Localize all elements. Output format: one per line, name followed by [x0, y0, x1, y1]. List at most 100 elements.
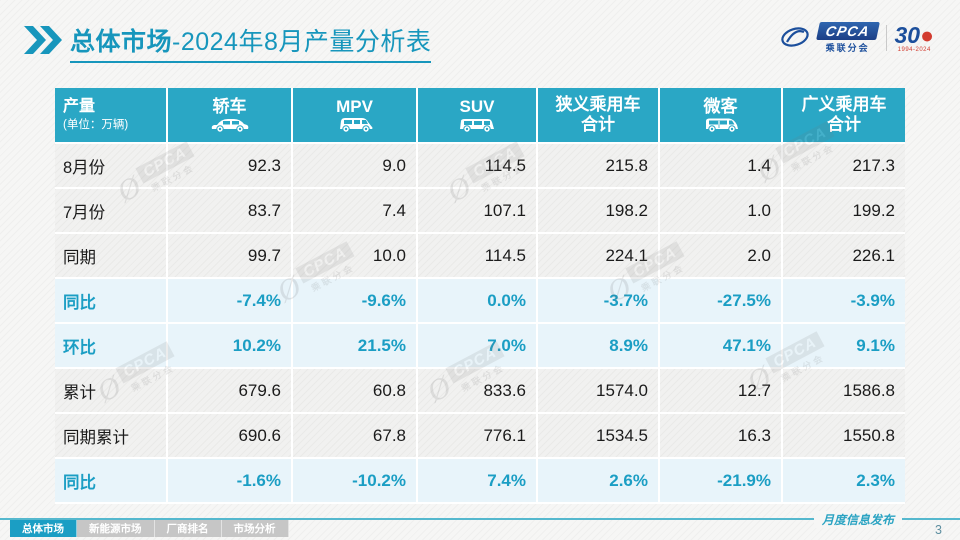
table-cell: 47.1%: [660, 324, 781, 367]
header-microvan: 微客: [660, 88, 781, 142]
header-corner-cell: 产量 (单位：万辆): [55, 88, 166, 142]
cpca-logo: CPCA 乘联分会 30● 1994-2024: [780, 22, 934, 54]
table-row: 同比 -1.6% -10.2% 7.4% 2.6% -21.9% 2.3%: [55, 459, 905, 502]
table-cell: 198.2: [538, 189, 658, 232]
table-cell: 1.4: [660, 144, 781, 187]
table-cell: 8.9%: [538, 324, 658, 367]
anniversary-years: 1994-2024: [897, 46, 931, 53]
table-cell: 2.0: [660, 234, 781, 277]
table-cell: 679.6: [168, 369, 291, 412]
table-cell: 9.1%: [783, 324, 905, 367]
header-mpv: MPV: [293, 88, 416, 142]
production-table: 产量 (单位：万辆) 轿车 MPV SUV: [55, 88, 905, 504]
sedan-icon: [211, 119, 248, 133]
row-label: 8月份: [55, 144, 166, 187]
table-cell: 224.1: [538, 234, 658, 277]
table-cell: 114.5: [418, 234, 536, 277]
table-cell: -3.7%: [538, 279, 658, 322]
table-row: 8月份 92.3 9.0 114.5 215.8 1.4 217.3: [55, 144, 905, 187]
table-cell: 690.6: [168, 414, 291, 457]
table-row: 同期 99.7 10.0 114.5 224.1 2.0 226.1: [55, 234, 905, 277]
header-sedan: 轿车: [168, 88, 291, 142]
microvan-icon: [705, 118, 738, 133]
row-label: 同期累计: [55, 414, 166, 457]
table-row: 同期累计 690.6 67.8 776.1 1534.5 16.3 1550.8: [55, 414, 905, 457]
footer-note: 月度信息发布: [813, 511, 902, 528]
cpca-emblem-icon: [781, 27, 809, 47]
table-cell: 12.7: [660, 369, 781, 412]
table-cell: 9.0: [293, 144, 416, 187]
footer-tab[interactable]: 新能源市场: [77, 520, 155, 537]
anniversary-logo: 30● 1994-2024: [894, 21, 935, 53]
cpca-name: 乘联分会: [825, 43, 870, 53]
table-cell: 1574.0: [538, 369, 658, 412]
table-cell: -9.6%: [293, 279, 416, 322]
footer-tab-bar: 总体市场 新能源市场 厂商排名 市场分析: [10, 520, 289, 537]
table-header-row: 产量 (单位：万辆) 轿车 MPV SUV: [55, 88, 905, 142]
table-cell: -10.2%: [293, 459, 416, 502]
page-number: 3: [935, 523, 942, 537]
table-cell: 2.6%: [538, 459, 658, 502]
table-cell: 16.3: [660, 414, 781, 457]
table-cell: -21.9%: [660, 459, 781, 502]
table-cell: 7.0%: [418, 324, 536, 367]
cpca-acronym: CPCA: [815, 22, 880, 40]
table-cell: 114.5: [418, 144, 536, 187]
table-cell: 107.1: [418, 189, 536, 232]
table-cell: 199.2: [783, 189, 905, 232]
anniversary-number: 30●: [894, 21, 935, 48]
table-cell: 7.4%: [418, 459, 536, 502]
table-row: 7月份 83.7 7.4 107.1 198.2 1.0 199.2: [55, 189, 905, 232]
double-chevron-icon: [24, 26, 62, 54]
table-cell: 776.1: [418, 414, 536, 457]
table-cell: 10.2%: [168, 324, 291, 367]
table-cell: 833.6: [418, 369, 536, 412]
table-cell: 0.0%: [418, 279, 536, 322]
page-title-highlight: 总体市场: [70, 28, 173, 56]
table-row: 累计 679.6 60.8 833.6 1574.0 12.7 1586.8: [55, 369, 905, 412]
footer-rule: [0, 518, 960, 520]
table-cell: 1.0: [660, 189, 781, 232]
footer-tab[interactable]: 厂商排名: [154, 520, 222, 537]
header-broad-pv: 广义乘用车 合计: [783, 88, 905, 142]
table-cell: 215.8: [538, 144, 658, 187]
table-cell: 226.1: [783, 234, 905, 277]
row-label: 累计: [55, 369, 166, 412]
header-narrow-pv: 狭义乘用车 合计: [538, 88, 658, 142]
row-label: 7月份: [55, 189, 166, 232]
table-cell: -3.9%: [783, 279, 905, 322]
table-cell: 1534.5: [538, 414, 658, 457]
table-cell: 10.0: [293, 234, 416, 277]
table-cell: 1586.8: [783, 369, 905, 412]
table-row: 同比 -7.4% -9.6% 0.0% -3.7% -27.5% -3.9%: [55, 279, 905, 322]
row-label: 同比: [55, 279, 166, 322]
table-cell: 1550.8: [783, 414, 905, 457]
footer-tab[interactable]: 总体市场: [10, 520, 77, 537]
table-row: 环比 10.2% 21.5% 7.0% 8.9% 47.1% 9.1%: [55, 324, 905, 367]
table-cell: 99.7: [168, 234, 291, 277]
row-label: 同期: [55, 234, 166, 277]
page-title: 总体市场-2024年8月产量分析表: [70, 22, 432, 63]
table-cell: -27.5%: [660, 279, 781, 322]
table-cell: 83.7: [168, 189, 291, 232]
footer-tab[interactable]: 市场分析: [221, 520, 289, 537]
corner-unit: (单位：万辆): [63, 118, 129, 131]
row-label: 同比: [55, 459, 166, 502]
table-cell: -1.6%: [168, 459, 291, 502]
table-cell: 60.8: [293, 369, 416, 412]
page-title-rest: -2024年8月产量分析表: [172, 28, 432, 56]
table-cell: 217.3: [783, 144, 905, 187]
table-cell: 67.8: [293, 414, 416, 457]
row-label: 环比: [55, 324, 166, 367]
table-cell: 92.3: [168, 144, 291, 187]
suv-icon: [460, 119, 494, 133]
logo-divider: [885, 25, 887, 51]
header-suv: SUV: [418, 88, 536, 142]
table-cell: -7.4%: [168, 279, 291, 322]
slide-header: 总体市场-2024年8月产量分析表: [24, 22, 432, 63]
table-cell: 21.5%: [293, 324, 416, 367]
corner-title: 产量: [63, 98, 96, 116]
table-body: 8月份 92.3 9.0 114.5 215.8 1.4 217.3 7月份 83.7 7.…: [55, 144, 905, 502]
table-cell: 2.3%: [783, 459, 905, 502]
table-cell: 7.4: [293, 189, 416, 232]
